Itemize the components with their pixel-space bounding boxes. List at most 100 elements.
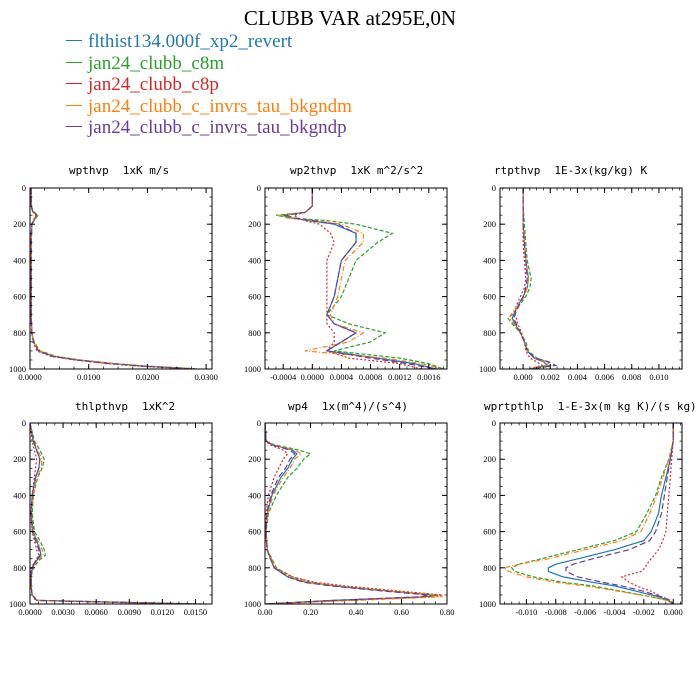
panel-units: 1-E-3x(m kg K)/(s kg) [557,400,697,413]
panel-units: 1xK m/s [122,164,170,177]
legend-swatch [66,83,82,85]
y-tick-label: 200 [248,454,261,464]
y-tick-label: 600 [483,292,496,302]
panel-title: rtpthvp 1E-3x(kg/kg) K [494,164,647,177]
y-tick-label: 0 [492,183,496,193]
series-line [30,188,189,369]
y-tick-label: 400 [248,255,261,265]
y-tick-label: 800 [483,563,496,573]
legend-label: flthist134.000f_xp2_revert [88,31,293,52]
panel-title: thlpthvp 1xK^2 [75,400,175,413]
y-tick-label: 600 [13,292,26,302]
panel-variable: wpthvp [69,164,109,177]
x-tick-label: 0.00 [258,607,273,617]
x-tick-label: -0.006 [574,607,596,617]
legend-swatch [66,104,82,106]
legend-label: jan24_clubb_c8p [88,74,219,95]
series-line [508,188,551,369]
x-tick-label: 0.010 [649,372,668,382]
x-tick-label: 0.008 [622,372,641,382]
y-tick-label: 200 [13,454,26,464]
series-line [565,423,674,604]
y-tick-label: 800 [13,563,26,573]
y-tick-label: 200 [483,219,496,229]
x-tick-label: -0.002 [633,607,655,617]
x-tick-label: 0.0030 [51,607,74,617]
x-tick-label: 0.0300 [194,372,217,382]
y-tick-label: 400 [13,490,26,500]
series-line [30,423,185,604]
panel-title: wp2thvp 1xK m^2/s^2 [290,164,423,177]
legend: flthist134.000f_xp2_revert jan24_clubb_c… [66,31,352,139]
series-line [510,423,674,604]
series-line [507,188,552,369]
panel-variable: wp4 [288,400,308,413]
chart-panel: 0 200 400 600 800 1000 -0.010 -0.008 -0.006 -0.00… [479,418,683,617]
legend-item: jan24_clubb_c8p [66,74,352,96]
y-tick-label: 200 [483,454,496,464]
x-tick-label: 0.0000 [18,607,41,617]
series-line [30,188,192,369]
series-line [30,188,196,369]
series-line [547,423,674,604]
series-line [30,423,196,604]
y-tick-label: 1000 [244,364,261,374]
x-tick-label: 0.0120 [151,607,174,617]
y-tick-label: 200 [13,219,26,229]
y-tick-label: 0 [22,183,26,193]
x-tick-label: 0.000 [664,607,683,617]
x-tick-label: -0.0004 [270,372,297,382]
x-tick-label: 0.0012 [388,372,411,382]
panel-variable: wp2thvp [290,164,337,177]
panel-units: 1x(m^4)/(s^4) [321,400,408,413]
y-tick-label: 1000 [9,599,26,609]
series-line [511,188,549,369]
legend-label: jan24_clubb_c_invrs_tau_bkgndm [88,95,352,117]
series-line [284,188,437,369]
y-tick-label: 800 [248,328,261,338]
x-tick-label: -0.004 [603,607,626,617]
series-line [292,188,422,369]
y-tick-label: 400 [483,490,496,500]
x-tick-label: -0.008 [545,607,567,617]
series-line [30,188,198,369]
panel-title: wpthvp 1xK m/s [69,164,169,177]
x-tick-label: 0.0008 [359,372,382,382]
y-tick-label: 0 [492,418,496,428]
series-line [265,423,429,604]
x-tick-label: -0.010 [515,607,537,617]
y-tick-label: 200 [248,219,261,229]
x-tick-label: 0.60 [394,607,409,617]
x-tick-label: 0.0000 [301,372,324,382]
y-tick-label: 0 [257,183,261,193]
series-line [265,423,436,604]
series-line [30,423,207,604]
x-tick-label: 0.0100 [77,372,100,382]
series-line [282,188,437,369]
x-tick-label: 0.40 [349,607,364,617]
y-tick-label: 600 [248,292,261,302]
y-tick-label: 400 [248,490,261,500]
series-line [30,188,195,369]
x-tick-label: 0.0150 [184,607,207,617]
y-tick-label: 800 [13,328,26,338]
legend-item: jan24_clubb_c_invrs_tau_bkgndp [66,117,352,139]
x-tick-label: 0.0004 [330,372,354,382]
series-line [620,423,674,604]
chart-panel: 0 200 400 600 800 1000 0.000 0.002 0.004 0.006 0.0… [479,183,683,382]
plot-frame [29,187,213,370]
x-tick-label: 0.000 [514,372,533,382]
figure-title: CLUBB VAR at295E,0N [243,6,457,30]
legend-swatch [66,61,82,63]
plot-frame [264,187,448,370]
panel-units: 1xK^2 [141,400,176,413]
y-tick-label: 0 [22,418,26,428]
y-tick-label: 600 [13,527,26,537]
legend-item: jan24_clubb_c_invrs_tau_bkgndm [66,96,352,118]
y-tick-label: 1000 [244,599,261,609]
x-tick-label: 0.0000 [18,372,41,382]
legend-label: jan24_clubb_c_invrs_tau_bkgndp [88,117,347,138]
y-tick-label: 1000 [479,599,496,609]
